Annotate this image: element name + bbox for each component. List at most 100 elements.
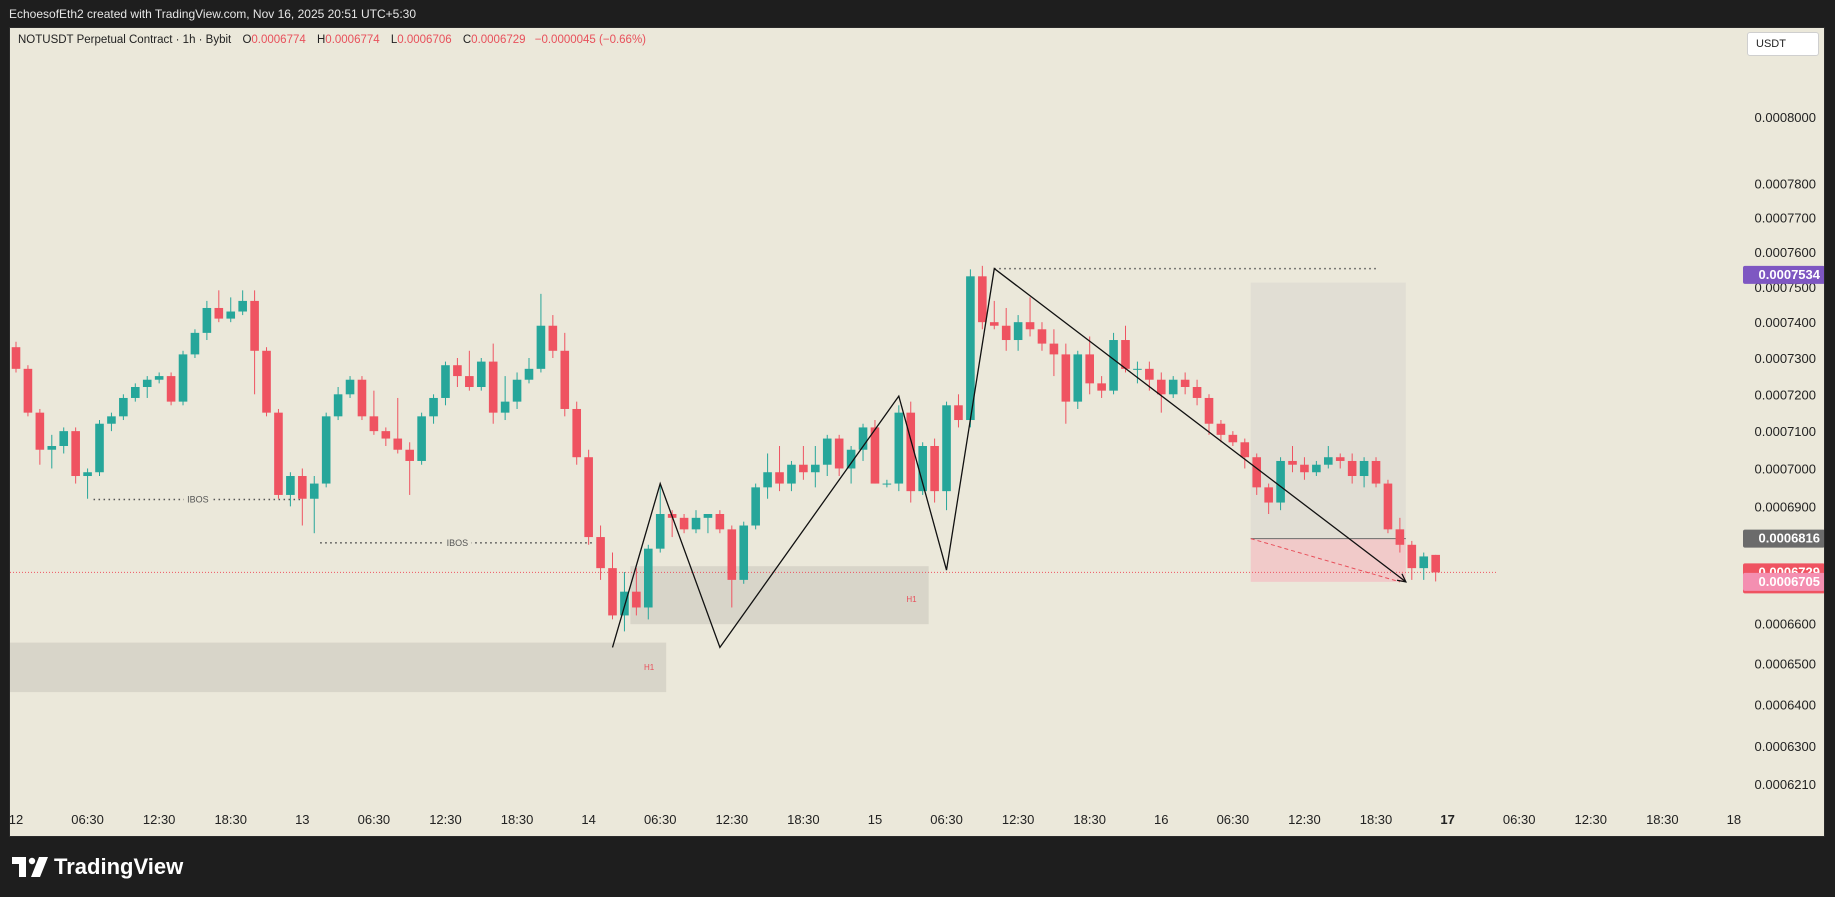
demand-zone-2 — [630, 566, 929, 625]
price-chart[interactable]: H1 H1 IBOS IBOS 0.0008000 0.0007800 0.0007700 0… — [10, 28, 1825, 837]
candle-body — [11, 347, 21, 369]
candle-body — [321, 416, 331, 484]
candle-body — [166, 376, 176, 402]
y-tick-label: 0.0007600 — [1755, 245, 1816, 260]
candle-body — [1335, 457, 1345, 461]
candle-body — [1049, 343, 1059, 355]
candle-body — [727, 529, 737, 580]
candle-body — [811, 464, 820, 473]
candle-body — [298, 476, 307, 499]
candle-body — [333, 394, 343, 417]
candle-body — [906, 412, 916, 492]
candle-body — [715, 514, 725, 530]
candle-body — [1097, 383, 1106, 391]
demand-zone-1-label: H1 — [644, 663, 655, 672]
candle-body — [1300, 464, 1309, 473]
demand-zone-2-label: H1 — [906, 595, 917, 604]
candle-body — [465, 376, 474, 388]
ibos-line-2-label-bg — [443, 536, 472, 548]
candle-body — [1061, 354, 1071, 402]
candle-body — [107, 416, 116, 424]
candle-body — [369, 416, 379, 432]
candle-body — [345, 379, 355, 395]
badge-purple-label: 0.0007534 — [1759, 267, 1821, 282]
x-tick-label: 12:30 — [143, 812, 176, 827]
candle-body — [131, 387, 140, 398]
candle-body — [1347, 460, 1357, 477]
y-tick-label: 0.0008000 — [1755, 110, 1816, 125]
target-box — [1250, 538, 1406, 582]
candle-body — [572, 408, 582, 458]
candle-body — [190, 332, 200, 355]
candle-body — [488, 361, 498, 413]
candle-body — [834, 438, 844, 469]
candle-body — [703, 514, 713, 518]
ibos-line-1-label-bg — [183, 493, 212, 505]
x-tick-label: 18:30 — [501, 812, 534, 827]
y-tick-label: 0.0007700 — [1755, 211, 1816, 226]
y-tick-label: 0.0007300 — [1755, 351, 1816, 366]
candle-body — [214, 307, 224, 319]
candle-body — [1133, 368, 1142, 370]
candle-body — [1252, 457, 1262, 488]
candle-body — [250, 300, 259, 351]
close-label: C — [462, 34, 472, 46]
candle-body — [1145, 368, 1154, 380]
candle-body — [309, 483, 319, 499]
symbol-title[interactable]: NOTUSDT Perpetual Contract · 1h · Bybit — [18, 34, 232, 46]
candle-body — [238, 300, 247, 312]
low-label: L — [390, 34, 398, 46]
x-tick-label: 16 — [1154, 812, 1168, 827]
candle-body — [894, 412, 904, 484]
candle-body — [882, 483, 892, 485]
badge-pink-label: 0.0006705 — [1759, 574, 1820, 589]
candle-body — [83, 472, 92, 477]
candle-body — [524, 368, 534, 380]
x-tick-label: 06:30 — [71, 812, 104, 827]
x-tick-label: 18:30 — [787, 812, 820, 827]
candle-body — [500, 401, 510, 413]
x-tick-label: 18:30 — [1646, 812, 1679, 827]
candle-body — [512, 379, 522, 402]
candle-body — [1121, 340, 1130, 369]
projection-box — [1250, 282, 1406, 539]
candle-body — [1228, 434, 1238, 443]
candle-body — [47, 446, 57, 450]
candle-body — [918, 446, 927, 492]
attribution-bar: EchoesofEth2 created with TradingView.co… — [0, 0, 1835, 27]
candle-body — [357, 379, 367, 417]
candle-body — [476, 361, 486, 388]
x-tick-label: 12:30 — [429, 812, 462, 827]
candle-body — [739, 525, 749, 580]
candle-body — [1395, 529, 1405, 545]
candle-body — [1216, 423, 1226, 435]
high-value: 0.0006774 — [325, 34, 380, 46]
x-tick-label: 18:30 — [1073, 812, 1106, 827]
candle-body — [1156, 379, 1166, 395]
candle-body — [262, 350, 271, 413]
candle-body — [1037, 329, 1047, 344]
candle-body — [608, 568, 617, 616]
x-tick-label: 18 — [1727, 812, 1741, 827]
open-label: O — [242, 34, 252, 46]
candle-body — [978, 276, 987, 323]
candle-body — [691, 517, 701, 530]
candle-body — [381, 431, 391, 439]
candle-body — [23, 368, 33, 413]
candle-body — [620, 591, 629, 616]
x-tick-label: 15 — [868, 812, 882, 827]
candle-body — [775, 472, 784, 484]
candle-body — [560, 350, 570, 409]
currency-button[interactable]: USDT — [1747, 32, 1819, 56]
candle-body — [643, 548, 653, 608]
candle-body — [799, 464, 808, 473]
candle-body — [822, 438, 832, 465]
ibos-line-2-label: IBOS — [447, 538, 469, 548]
zigzag-line — [611, 267, 1407, 649]
chart-frame[interactable]: H1 H1 IBOS IBOS 0.0008000 0.0007800 0.0007700 0… — [9, 27, 1825, 837]
tradingview-logo[interactable]: TradingView — [12, 854, 183, 880]
candle-body — [1407, 544, 1417, 569]
close-value: 0.0006729 — [471, 34, 526, 46]
change-value: −0.0000045 (−0.66%) — [534, 34, 647, 46]
candle-body — [1288, 460, 1297, 465]
